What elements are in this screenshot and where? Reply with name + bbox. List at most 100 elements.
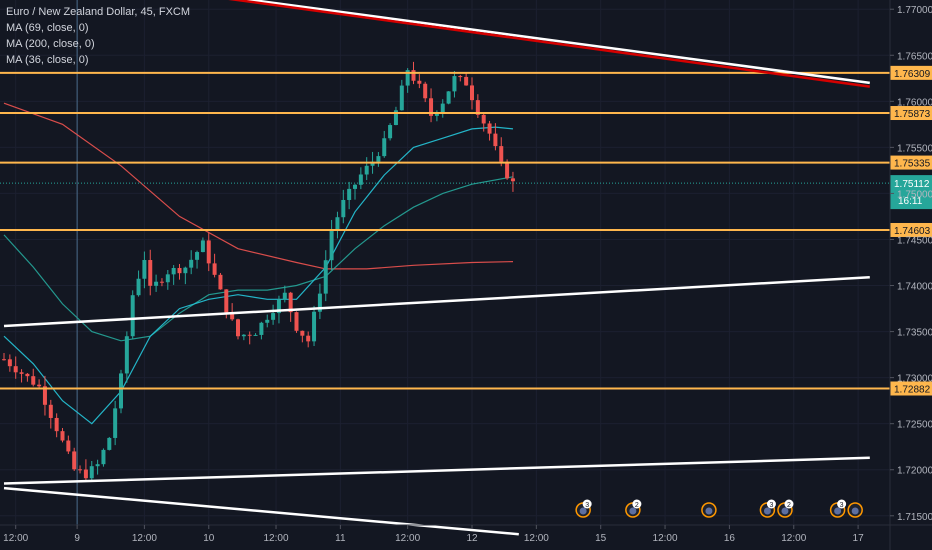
candle-body [306,335,311,342]
candle-body [475,100,480,115]
candle-body [113,408,118,438]
candle-body [458,76,463,78]
candle-body [165,274,170,283]
indicator-ma-69[interactable]: MA (69, close, 0) [6,22,89,34]
trendline[interactable] [3,275,870,328]
candle-body [312,311,317,342]
candle-body [329,230,334,261]
candle-body [376,156,381,162]
candle-body [452,76,457,92]
candle-body [317,293,322,312]
candle-body [200,240,205,253]
y-tick-label: 1.73000 [897,374,932,385]
x-tick-label: 12:00 [132,533,157,544]
candle-body [13,366,18,373]
trendline[interactable] [3,456,870,485]
candle-body [429,98,434,116]
x-tick-label: 12:00 [264,533,289,544]
candle-body [487,123,492,134]
candle-body [499,146,504,162]
x-tick-label: 11 [335,533,346,544]
candle-body [300,330,305,336]
candle-body [189,259,194,268]
candle-body [95,464,100,467]
candle-body [42,386,47,405]
candle-body [382,138,387,157]
flag-icon [579,507,587,515]
ma-line [3,176,514,342]
symbol-title[interactable]: Euro / New Zealand Dollar, 45, FXCM [6,6,191,18]
moving-averages [3,102,514,425]
candle-body [183,267,188,274]
candle-body [148,260,153,286]
candle-body [388,125,393,139]
candle-body [212,263,217,275]
candle-body [411,70,416,81]
candle-body [37,384,42,387]
trendline[interactable] [197,0,870,85]
time-axis[interactable]: 12:00 9 12:00 10 12:00 11 12:00 12 12:00 15 12:00 1… [0,524,932,544]
candle-body [265,319,270,323]
candle-body [101,449,106,465]
candle-body [218,274,223,290]
indicator-ma-200[interactable]: MA (200, close, 0) [6,38,95,50]
trendline[interactable] [3,486,519,536]
y-tick-label: 1.74500 [897,235,932,246]
candle-body [253,334,258,336]
candle-body [136,278,141,296]
level-price-label: 1.75873 [894,109,931,120]
candle-body [177,267,182,274]
candle-body [66,440,71,452]
candle-body [230,312,235,320]
x-tick-label: 12:00 [395,533,420,544]
y-tick-label: 1.73500 [897,328,932,339]
y-tick-label: 1.75500 [897,143,932,154]
horizontal-levels[interactable]: 1.76309 1.75873 1.75335 1.74603 1.72882 1.751… [0,65,932,396]
candle-body [241,334,246,337]
ma-line [3,126,514,425]
candle-body [370,161,375,166]
event-markers[interactable]: 3 2 3 2 3 [575,499,863,518]
candle-body [353,184,357,189]
flag-icon [629,507,637,515]
candle-body [7,359,12,367]
candle-body [247,334,252,336]
candle-body [493,133,498,147]
x-tick-label: 12:00 [653,533,678,544]
candle-body [393,110,398,126]
candle-body [294,312,299,331]
event-count-label: 2 [635,502,639,509]
candle-body [510,178,515,182]
candle-body [236,319,240,337]
level-price-tag [890,106,932,121]
candle-body [446,91,451,104]
candle-body [31,376,36,385]
candle-body [276,299,281,314]
level-price-label: 1.74603 [894,226,931,237]
event-count-badge [766,499,776,509]
level-price-tag [890,222,932,237]
y-tick-label: 1.74000 [897,282,932,293]
indicator-ma-36[interactable]: MA (36, close, 0) [6,54,89,66]
x-tick-label: 17 [853,533,865,544]
event-count-label: 2 [787,502,791,509]
candle-body [399,85,404,111]
trendline[interactable] [197,0,870,88]
flag-icon [705,507,713,515]
price-axis[interactable]: 1.77000 1.76500 1.76000 1.75500 1.75000 1.745… [889,0,932,550]
candle-body [259,322,264,335]
candle-body [224,289,229,313]
flag-icon [834,507,842,515]
trendlines[interactable] [3,0,870,536]
candle-body [206,240,211,264]
event-count-label: 3 [769,502,773,509]
flag-icon [763,507,771,515]
candle-body [25,373,30,377]
candle-body [341,199,346,218]
candle-body [19,372,24,374]
x-tick-label: 12:00 [524,533,549,544]
candle-body [54,417,59,432]
candle-body [48,404,53,418]
